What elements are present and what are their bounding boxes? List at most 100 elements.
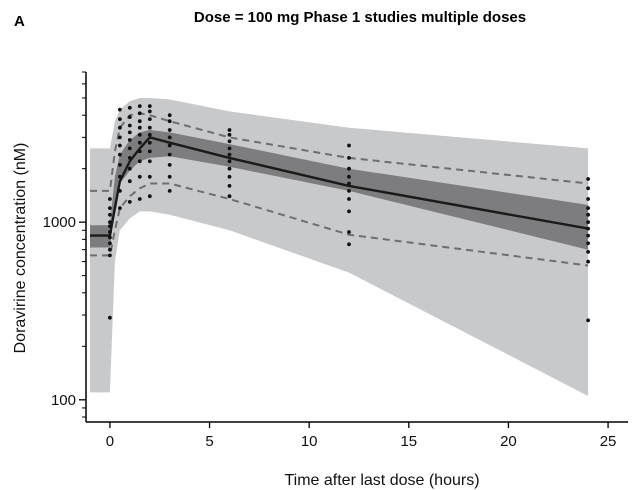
observed-point [147, 132, 152, 137]
observed-point [347, 166, 351, 171]
observed-point [127, 105, 132, 110]
x-tick-label: 10 [301, 433, 318, 450]
observed-point [137, 140, 142, 145]
observed-point [167, 113, 172, 118]
observed-point [118, 206, 122, 211]
observed-point [127, 138, 132, 142]
observed-point [137, 111, 142, 116]
axis-ticks: 0 5 10 15 20 25 100 1000 [43, 71, 617, 450]
axes [85, 72, 628, 423]
observed-point [586, 250, 590, 254]
observed-point [347, 174, 351, 179]
observed-point [108, 230, 112, 234]
observed-point [137, 149, 142, 154]
x-tick-label: 15 [400, 433, 417, 450]
observed-point [118, 189, 122, 193]
observed-point [118, 125, 122, 130]
observed-point [586, 226, 590, 231]
observed-point [137, 104, 142, 108]
observed-point [108, 247, 112, 252]
observed-point [137, 159, 142, 164]
observed-point [118, 152, 122, 157]
observed-point [167, 152, 172, 157]
observed-point [586, 220, 590, 225]
observed-point [108, 315, 112, 320]
observed-point [167, 119, 172, 124]
observed-point [147, 109, 152, 114]
x-tick-label: 5 [205, 433, 213, 450]
observed-point [586, 206, 590, 211]
observed-point [586, 318, 590, 323]
observed-point [586, 241, 590, 246]
x-tick-label: 0 [106, 433, 114, 450]
observed-point [137, 119, 142, 124]
observed-points [108, 104, 590, 323]
band-prediction-interval-median [90, 130, 589, 250]
observed-point [586, 233, 590, 238]
observed-point [586, 197, 590, 201]
observed-point [347, 230, 351, 234]
line-observed-5th-percentile [90, 182, 589, 267]
observed-point [137, 132, 142, 137]
observed-point [347, 181, 351, 186]
observed-point [147, 174, 152, 179]
chart-title: Dose = 100 mg Phase 1 studies multiple d… [194, 9, 526, 26]
observed-point [147, 194, 152, 199]
observed-point [227, 146, 232, 151]
observed-point [127, 200, 132, 204]
observed-point [127, 166, 132, 171]
panel-label: A [14, 13, 25, 30]
observed-point [167, 143, 172, 148]
observed-point [227, 166, 232, 171]
observed-point [108, 235, 112, 240]
observed-point [127, 179, 132, 184]
observed-point [167, 163, 172, 167]
observed-point [227, 152, 232, 157]
observed-point [127, 156, 132, 160]
y-tick-label: 100 [51, 392, 76, 409]
observed-point [227, 174, 232, 179]
line-observed-median [90, 136, 589, 237]
observed-point [108, 220, 112, 225]
observed-point [108, 241, 112, 246]
y-axis-label: Doravirine concentration (nM) [12, 143, 29, 354]
observed-point [108, 253, 112, 258]
observed-point [108, 206, 112, 211]
x-tick-label: 20 [500, 433, 517, 450]
observed-point [118, 117, 122, 121]
observed-point [108, 212, 112, 217]
observed-point [167, 189, 172, 193]
observed-point [227, 128, 232, 132]
observed-point [127, 115, 132, 119]
observed-point [127, 123, 132, 128]
observed-point [147, 140, 152, 145]
observed-point [347, 156, 351, 160]
observed-point [586, 259, 590, 264]
observed-point [227, 132, 232, 137]
observed-point [227, 139, 232, 144]
observed-point [137, 197, 142, 201]
observed-point [586, 212, 590, 217]
observed-point [118, 135, 122, 140]
observed-point [108, 224, 112, 229]
observed-point [347, 197, 351, 201]
observed-point [347, 209, 351, 214]
y-tick-label: 1000 [43, 214, 76, 231]
observed-point [137, 125, 142, 130]
observed-point [227, 159, 232, 164]
observed-point [147, 149, 152, 154]
observed-point [147, 125, 152, 130]
observed-point [108, 197, 112, 201]
x-tick-label: 25 [600, 433, 617, 450]
observed-point [167, 135, 172, 140]
observed-point [137, 174, 142, 179]
observed-point [127, 146, 132, 151]
observed-point [118, 174, 122, 179]
observed-point [586, 177, 590, 181]
prediction-bands [90, 98, 589, 396]
observed-point [167, 174, 172, 179]
observed-point [167, 128, 172, 132]
observed-point [586, 186, 590, 191]
observed-point [118, 107, 122, 112]
x-axis-label: Time after last dose (hours) [284, 472, 479, 489]
